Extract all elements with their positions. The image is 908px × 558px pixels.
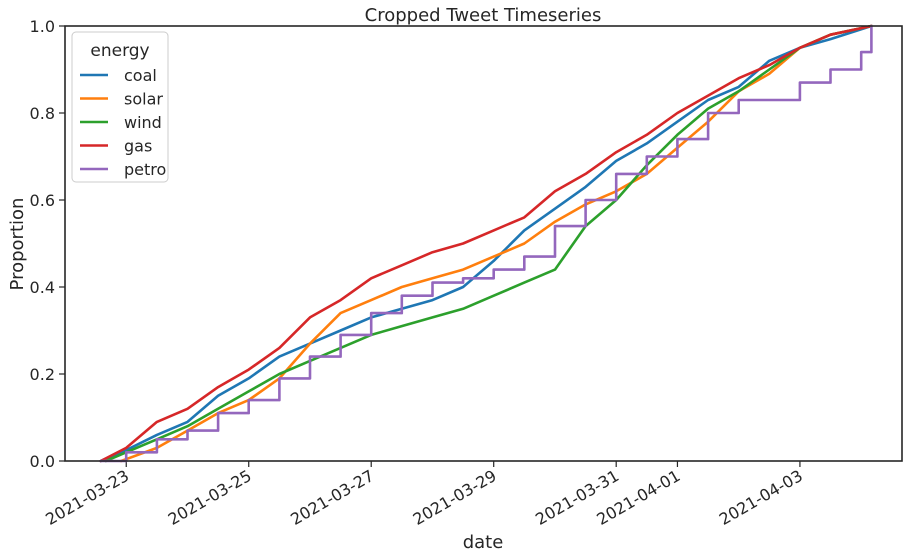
legend-title: energy (90, 41, 149, 61)
y-tick-label: 0.2 (30, 365, 55, 384)
plot-frame (64, 25, 903, 462)
y-tick-label: 0.8 (30, 104, 55, 123)
series-line-petro (99, 24, 873, 463)
legend-label-coal: coal (124, 66, 157, 85)
y-tick-label: 0.0 (30, 452, 55, 471)
series-line-coal (99, 24, 873, 463)
legend: energy coal solar wind gas petro (71, 31, 169, 183)
y-tick-label: 0.4 (30, 278, 55, 297)
y-tick-label: 0.6 (30, 191, 55, 210)
y-tick-label: 1.0 (30, 17, 55, 36)
legend-items: coal solar wind gas petro (80, 66, 166, 179)
chart-title: Cropped Tweet Timeseries (365, 5, 602, 26)
y-axis-label: Proportion (7, 198, 28, 291)
legend-label-petro: petro (124, 160, 166, 179)
x-axis-label: date (463, 532, 504, 553)
series-layer (99, 24, 873, 463)
legend-label-wind: wind (124, 113, 162, 132)
legend-label-solar: solar (124, 90, 163, 109)
series-line-gas (99, 24, 873, 463)
legend-label-gas: gas (124, 137, 152, 156)
y-axis-ticks: 0.0 0.2 0.4 0.6 0.8 1.0 (30, 17, 65, 471)
series-line-wind (104, 24, 873, 463)
